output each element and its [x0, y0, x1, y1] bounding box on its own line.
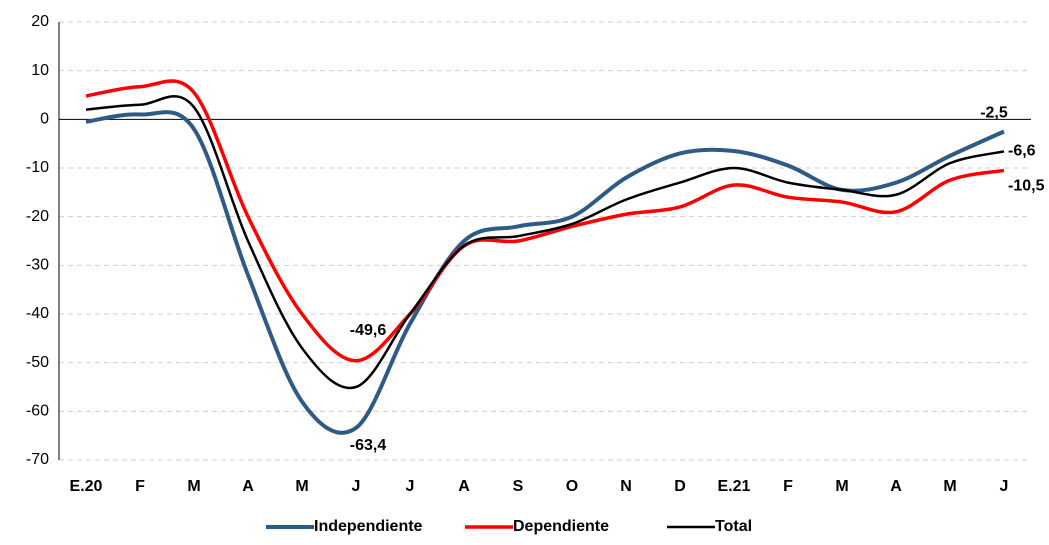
data-label: -6,6	[1008, 143, 1036, 160]
x-tick-label: S	[513, 478, 524, 495]
x-tick-label: M	[943, 478, 956, 495]
y-tick-label: 20	[31, 13, 49, 30]
y-tick-label: -10	[26, 159, 49, 176]
y-tick-label: -40	[26, 305, 49, 322]
legend-label: Total	[715, 518, 752, 535]
x-tick-label: E.21	[718, 478, 751, 495]
x-tick-label: E.20	[70, 478, 103, 495]
x-tick-label: A	[458, 478, 470, 495]
data-label: -63,4	[350, 437, 387, 454]
series-line	[85, 95, 1005, 390]
y-tick-label: -30	[26, 257, 49, 274]
y-tick-label: -50	[26, 354, 49, 371]
x-tick-label: F	[783, 478, 793, 495]
legend-label: Independiente	[314, 518, 423, 535]
data-label: -10,5	[1008, 178, 1045, 195]
x-tick-label: J	[1000, 478, 1009, 495]
x-tick-label: D	[674, 478, 686, 495]
y-tick-label: -60	[26, 403, 49, 420]
x-tick-label: F	[135, 478, 145, 495]
x-tick-label: M	[187, 478, 200, 495]
data-label: -49,6	[350, 322, 387, 339]
x-tick-label: A	[890, 478, 902, 495]
y-tick-label: 10	[31, 62, 49, 79]
x-tick-label: O	[566, 478, 578, 495]
data-label: -2,5	[980, 105, 1008, 122]
x-tick-label: A	[242, 478, 254, 495]
x-tick-label: M	[835, 478, 848, 495]
legend-label: Dependiente	[513, 518, 609, 535]
x-tick-label: J	[406, 478, 415, 495]
y-tick-label: 0	[40, 111, 49, 128]
x-tick-label: N	[620, 478, 632, 495]
x-tick-label: M	[295, 478, 308, 495]
y-tick-label: -20	[26, 208, 49, 225]
x-tick-label: J	[352, 478, 361, 495]
series-line	[85, 79, 1005, 363]
y-tick-label: -70	[26, 451, 49, 468]
